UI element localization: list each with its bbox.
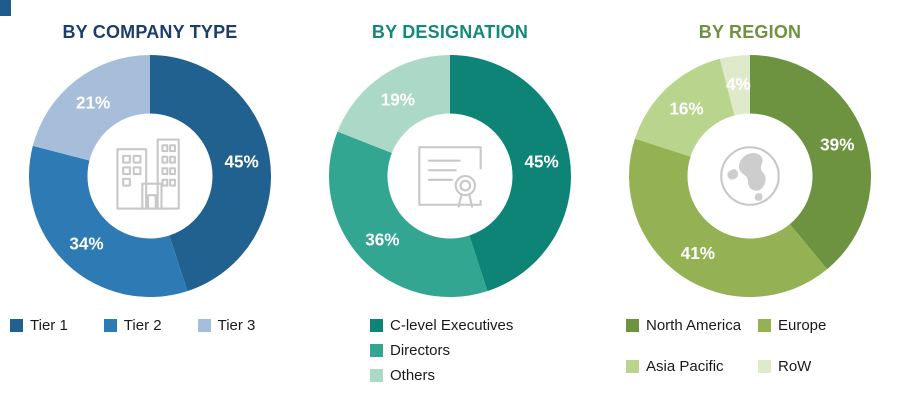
segment-value-label: 16% bbox=[669, 98, 703, 118]
legend-item-others: Others bbox=[370, 367, 600, 384]
legend-label-c-level-executives: C-level Executives bbox=[390, 317, 514, 334]
donut-segment-c-level-executives bbox=[450, 55, 571, 292]
donut-chart-region: 39% 41% 16% 4% bbox=[629, 55, 871, 297]
donut-segment-tier-1 bbox=[150, 55, 271, 292]
legend-swatch-tier-3 bbox=[197, 319, 211, 332]
donut-company-type: 45% 34% 21% bbox=[29, 55, 271, 297]
donut-chart-designation: 45% 36% 19% bbox=[329, 55, 571, 297]
legend-label-tier-1: Tier 1 bbox=[30, 317, 68, 334]
legend-item-asia-pacific: Asia Pacific bbox=[626, 358, 758, 375]
legend-item-c-level-executives: C-level Executives bbox=[370, 317, 600, 334]
donut-segment-asia-pacific bbox=[634, 58, 735, 157]
chart-region: BY REGION 39% 41% 16% 4% bbox=[600, 0, 900, 415]
legend-swatch-europe bbox=[758, 319, 771, 332]
legend-swatch-c-level-executives bbox=[370, 319, 383, 332]
legend-designation: C-level Executives Directors Others bbox=[300, 317, 600, 384]
donut-segment-tier-3 bbox=[32, 55, 150, 161]
legend-item-tier-1: Tier 1 bbox=[10, 317, 68, 334]
legend-label-tier-2: Tier 2 bbox=[123, 317, 162, 334]
chart-title-region: BY REGION bbox=[698, 22, 802, 42]
segment-value-label: 21% bbox=[76, 93, 110, 113]
donut-segment-north-america bbox=[750, 55, 871, 270]
legend-label-asia-pacific: Asia Pacific bbox=[646, 358, 724, 375]
legend-label-europe: Europe bbox=[778, 317, 827, 334]
chart-title-company-type: BY COMPANY TYPE bbox=[62, 22, 238, 42]
legend-item-directors: Directors bbox=[370, 342, 600, 359]
donut-segment-row bbox=[719, 55, 750, 116]
donut-designation: 45% 36% 19% bbox=[329, 55, 571, 297]
segment-value-label: 19% bbox=[381, 89, 415, 109]
segment-value-label: 39% bbox=[820, 135, 854, 155]
legend-item-row: RoW bbox=[758, 358, 826, 375]
chart-designation: BY DESIGNATION 45% 36% 19% bbox=[300, 0, 600, 415]
legend-label-north-america: North America bbox=[646, 317, 742, 334]
corner-accent bbox=[0, 0, 11, 16]
legend-label-tier-3: Tier 3 bbox=[217, 317, 256, 334]
legend-item-tier-2: Tier 2 bbox=[103, 317, 162, 334]
donut-segment-tier-2 bbox=[29, 145, 188, 297]
legend-swatch-directors bbox=[370, 344, 383, 357]
legend-swatch-tier-1 bbox=[10, 319, 23, 332]
legend-label-directors: Directors bbox=[390, 342, 451, 359]
donut-segment-europe bbox=[629, 138, 828, 297]
globe-icon bbox=[704, 130, 796, 222]
legend-label-others: Others bbox=[390, 367, 436, 384]
legend-item-tier-3: Tier 3 bbox=[197, 317, 256, 334]
donut-region: 39% 41% 16% 4% bbox=[629, 55, 871, 297]
segment-value-label: 4% bbox=[726, 74, 751, 94]
donut-chart-company-type: 45% 34% 21% bbox=[29, 55, 271, 297]
legend-swatch-asia-pacific bbox=[626, 360, 639, 373]
segment-value-label: 41% bbox=[681, 243, 715, 263]
legend-swatch-north-america bbox=[626, 319, 639, 332]
donut-segment-directors bbox=[329, 131, 488, 297]
legend-label-row: RoW bbox=[778, 358, 812, 375]
segment-value-label: 36% bbox=[365, 230, 399, 250]
segment-value-label: 45% bbox=[224, 152, 258, 172]
legend-swatch-tier-2 bbox=[103, 319, 117, 332]
buildings-icon bbox=[104, 130, 196, 222]
legend-item-north-america: North America bbox=[626, 317, 758, 334]
certificate-icon bbox=[404, 130, 496, 222]
chart-title-designation: BY DESIGNATION bbox=[371, 22, 529, 42]
donut-segment-others bbox=[337, 55, 450, 153]
legend-swatch-row bbox=[758, 360, 771, 373]
chart-company-type: BY COMPANY TYPE 45% 34% 21% bbox=[0, 0, 300, 415]
legend-company-type: Tier 1 Tier 2 Tier 3 bbox=[0, 317, 300, 334]
segment-value-label: 34% bbox=[69, 234, 103, 254]
segment-value-label: 45% bbox=[524, 152, 558, 172]
legend-swatch-others bbox=[370, 369, 383, 382]
legend-region: North America Europe Asia Pacific RoW bbox=[600, 317, 900, 375]
legend-item-europe: Europe bbox=[758, 317, 826, 334]
